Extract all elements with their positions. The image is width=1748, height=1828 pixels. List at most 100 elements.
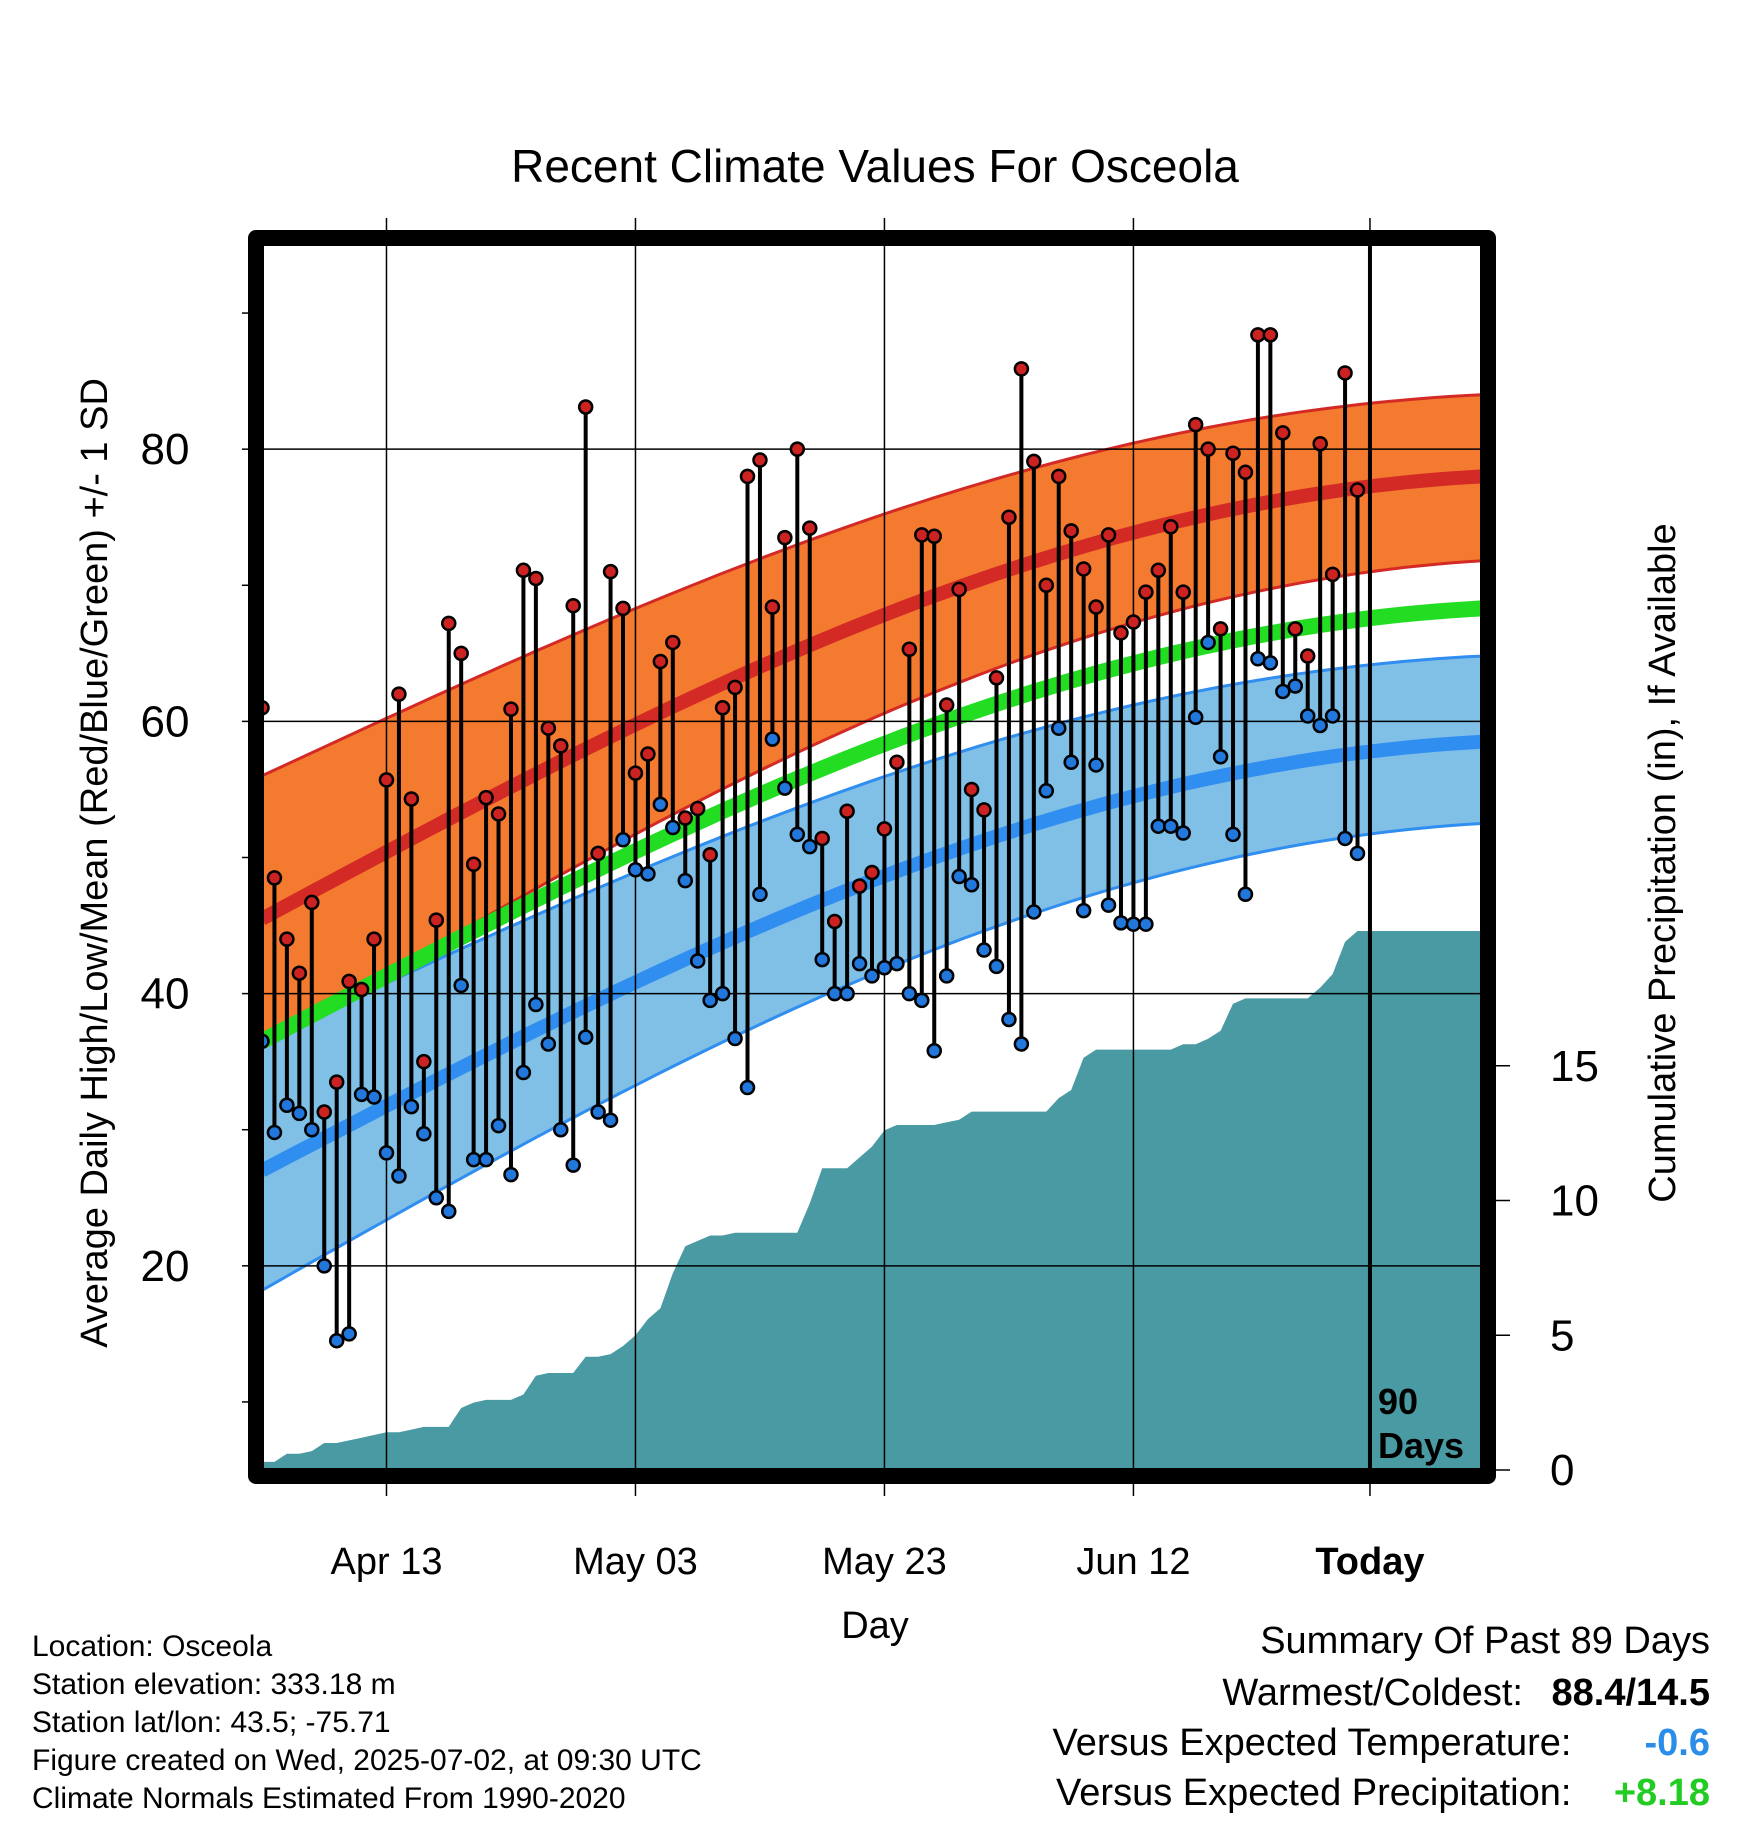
daily-high-point: [777, 529, 793, 546]
daily-low-point: [739, 1079, 756, 1096]
daily-high-point: [577, 399, 594, 415]
daily-high-point: [503, 701, 519, 717]
x-tick-label: Apr 13: [331, 1541, 443, 1583]
daily-high-point: [266, 870, 283, 886]
daily-high-point: [640, 746, 656, 762]
daily-low-point: [553, 1121, 569, 1138]
daily-high-point: [851, 878, 868, 894]
daily-low-point: [1312, 717, 1328, 734]
x-tick-label: Today: [1315, 1541, 1424, 1583]
daily-low-point: [988, 958, 1005, 975]
daily-high-point: [1113, 625, 1129, 641]
footer-normals: Climate Normals Estimated From 1990-2020: [32, 1782, 626, 1815]
summary-warmest-coldest: Warmest/Coldest: 88.4/14.5: [1222, 1672, 1710, 1715]
daily-high-point: [353, 981, 370, 998]
daily-high-point: [976, 802, 992, 818]
daily-high-point: [1187, 416, 1204, 433]
summary-title: Summary Of Past 89 Days: [1260, 1620, 1710, 1662]
daily-low-point: [1287, 678, 1304, 694]
chart-title: Recent Climate Values For Osceola: [511, 140, 1239, 192]
daily-low-point: [938, 968, 955, 984]
daily-low-point: [864, 968, 880, 984]
daily-low-point: [976, 942, 992, 958]
daily-high-point: [1026, 453, 1042, 470]
daily-low-point: [689, 953, 706, 969]
daily-low-point: [515, 1064, 532, 1081]
daily-low-point: [1001, 1011, 1017, 1028]
daily-high-point: [403, 791, 420, 807]
daily-low-point: [1250, 651, 1266, 667]
daily-low-point: [465, 1151, 482, 1168]
y2-tick-label: 5: [1550, 1311, 1574, 1360]
daily-high-point: [1312, 435, 1328, 452]
daily-low-point: [951, 868, 967, 885]
summary-precipitation-value: +8.18: [1613, 1772, 1710, 1814]
daily-high-point: [951, 581, 967, 598]
daily-low-point: [341, 1326, 357, 1342]
daily-low-point: [1113, 915, 1129, 931]
daily-low-point: [1088, 757, 1104, 773]
precipitation-area: [262, 931, 1482, 1470]
daily-high-point: [652, 653, 669, 670]
daily-low-point: [279, 1097, 295, 1113]
daily-high-point: [1200, 441, 1216, 457]
daily-low-point: [889, 955, 905, 972]
daily-low-point: [366, 1089, 382, 1105]
daily-low-point: [963, 876, 980, 893]
daily-high-point: [1038, 577, 1055, 594]
daily-low-point: [440, 1203, 457, 1220]
daily-high-point: [764, 599, 781, 615]
y2-tick-label: 10: [1550, 1177, 1599, 1226]
daily-high-point: [714, 700, 731, 716]
daily-low-point: [1125, 916, 1142, 932]
daily-high-point: [802, 520, 818, 536]
daily-low-point: [1163, 818, 1179, 834]
daily-high-point: [727, 679, 743, 696]
daily-high-point: [391, 686, 407, 702]
daily-high-point: [1100, 527, 1117, 543]
y-tick-label: 80: [141, 425, 190, 474]
daily-low-point: [453, 977, 469, 994]
daily-high-point: [490, 806, 507, 822]
footer-elevation: Station elevation: 333.18 m: [32, 1668, 396, 1701]
daily-low-point: [640, 866, 656, 882]
x-tick-label: May 03: [573, 1541, 698, 1583]
daily-high-point: [565, 597, 581, 614]
daily-high-point: [1287, 621, 1304, 637]
daily-low-point: [565, 1157, 581, 1173]
daily-low-point: [1200, 634, 1216, 651]
daily-high-point: [752, 452, 768, 468]
daily-low-point: [1175, 825, 1191, 841]
summary-precipitation-label: Versus Expected Precipitation:: [1056, 1772, 1572, 1814]
daily-high-point: [366, 931, 382, 947]
x-tick-label: May 23: [822, 1541, 947, 1583]
daily-high-point: [279, 931, 295, 947]
daily-high-point: [341, 973, 357, 990]
daily-low-point: [1013, 1036, 1030, 1052]
daily-high-point: [926, 528, 942, 545]
daily-high-point: [1063, 523, 1079, 539]
daily-high-point: [1050, 468, 1067, 485]
daily-high-point: [478, 789, 494, 806]
daily-low-point: [1100, 897, 1117, 913]
summary-warmest-coldest-label: Warmest/Coldest:: [1222, 1672, 1523, 1714]
normal-high-line: [258, 469, 1483, 925]
daily-high-point: [1075, 561, 1092, 577]
daily-high-point: [1013, 361, 1030, 377]
daily-high-point: [428, 912, 445, 928]
y-tick-label: 20: [141, 1242, 190, 1291]
daily-low-point: [1324, 708, 1341, 724]
daily-high-point: [465, 856, 482, 873]
daily-high-point: [615, 600, 631, 617]
daily-low-point: [876, 960, 893, 976]
daily-low-point: [416, 1126, 432, 1142]
daily-low-point: [677, 872, 694, 889]
daily-high-point: [416, 1053, 432, 1070]
daily-low-point: [540, 1036, 557, 1052]
daily-high-point: [864, 864, 880, 881]
daily-high-point: [528, 570, 544, 587]
y-axis-label: Average Daily High/Low/Mean (Red/Blue/Gr…: [74, 378, 116, 1348]
y2-axis-label: Cumulative Precipitation (in), If Availa…: [1642, 523, 1684, 1202]
daily-low-point: [590, 1104, 606, 1120]
